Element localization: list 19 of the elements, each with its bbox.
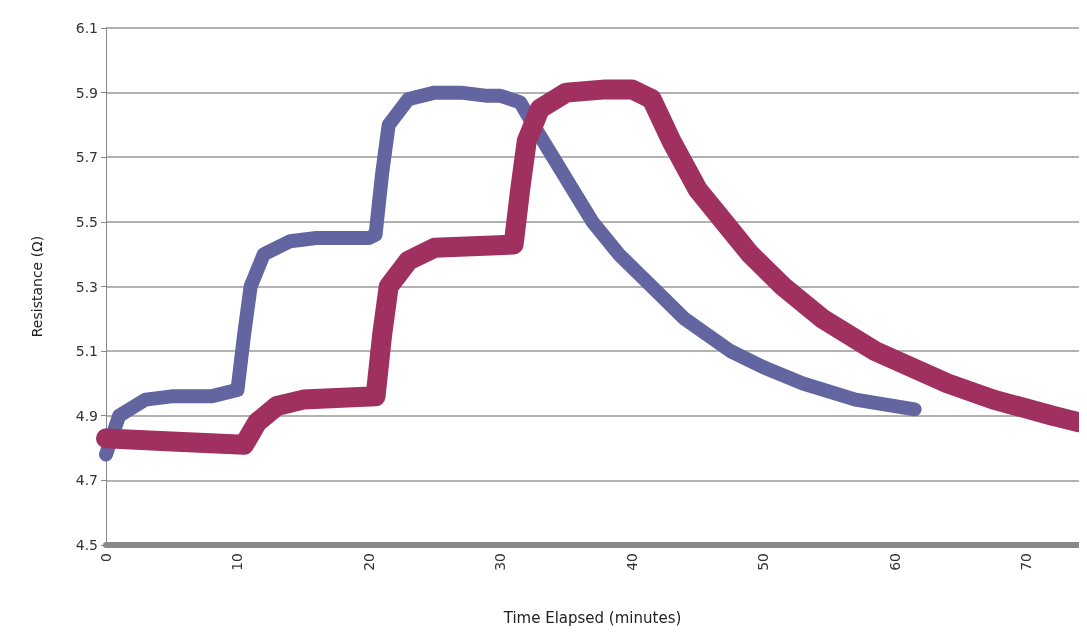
x-axis-title: Time Elapsed (minutes) [502,608,682,627]
y-tick-label: 4.7 [75,472,98,489]
x-tick-label: 30 [492,553,509,571]
x-tick-label: 70 [1018,553,1035,571]
y-axis-title: Resistance (Ω) [29,235,45,338]
y-tick-label: 5.1 [75,343,98,360]
x-tick-label: 0 [98,553,114,562]
y-tick-label: 4.5 [75,537,98,553]
y-tick-label: 5.7 [75,149,98,166]
y-tick-label: 6.1 [75,20,98,36]
y-tick-label: 5.3 [75,278,98,295]
x-tick-label: 50 [755,553,772,571]
x-tick-label: 10 [229,553,246,571]
y-tick-label: 5.9 [75,84,98,101]
x-tick-label: 60 [886,553,903,571]
y-tick-label: 4.9 [75,407,98,424]
x-tick-label: 40 [623,553,640,571]
y-tick-label: 5.5 [75,213,98,230]
x-tick-label: 20 [360,553,377,571]
